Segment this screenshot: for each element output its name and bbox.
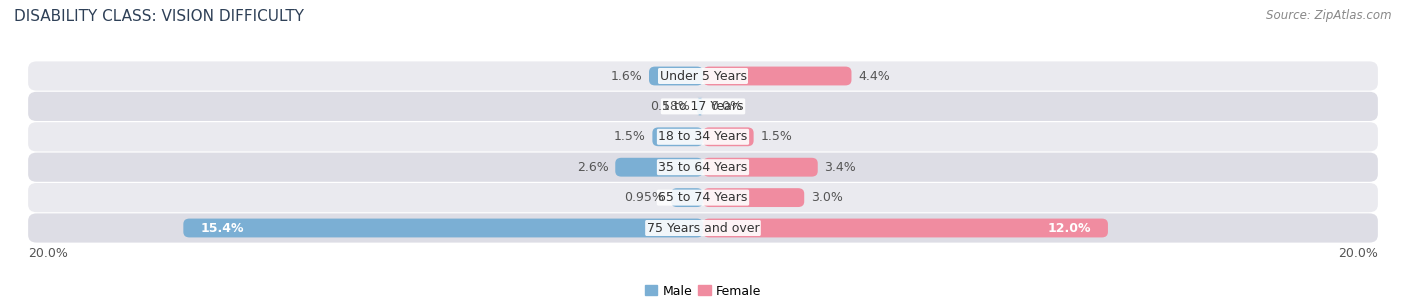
FancyBboxPatch shape [703,188,804,207]
Text: 65 to 74 Years: 65 to 74 Years [658,191,748,204]
Text: 1.6%: 1.6% [610,70,643,82]
Text: 0.18%: 0.18% [651,100,690,113]
Text: 75 Years and over: 75 Years and over [647,222,759,234]
FancyBboxPatch shape [703,67,852,85]
Text: 3.0%: 3.0% [811,191,842,204]
FancyBboxPatch shape [28,92,1378,121]
Text: 35 to 64 Years: 35 to 64 Years [658,161,748,174]
Text: 20.0%: 20.0% [1339,247,1378,260]
FancyBboxPatch shape [703,127,754,146]
FancyBboxPatch shape [671,188,703,207]
Text: 1.5%: 1.5% [614,130,645,143]
FancyBboxPatch shape [28,183,1378,212]
FancyBboxPatch shape [650,67,703,85]
Text: Under 5 Years: Under 5 Years [659,70,747,82]
Text: 1.5%: 1.5% [761,130,792,143]
FancyBboxPatch shape [703,158,818,177]
Legend: Male, Female: Male, Female [645,285,761,298]
Text: 2.6%: 2.6% [576,161,609,174]
Text: 15.4%: 15.4% [200,222,243,234]
Text: 0.0%: 0.0% [710,100,742,113]
Text: 4.4%: 4.4% [858,70,890,82]
FancyBboxPatch shape [28,122,1378,151]
FancyBboxPatch shape [28,153,1378,182]
Text: Source: ZipAtlas.com: Source: ZipAtlas.com [1267,9,1392,22]
FancyBboxPatch shape [183,219,703,237]
FancyBboxPatch shape [616,158,703,177]
FancyBboxPatch shape [703,219,1108,237]
Text: 12.0%: 12.0% [1047,222,1091,234]
Text: 20.0%: 20.0% [28,247,67,260]
FancyBboxPatch shape [652,127,703,146]
Text: DISABILITY CLASS: VISION DIFFICULTY: DISABILITY CLASS: VISION DIFFICULTY [14,9,304,24]
Text: 5 to 17 Years: 5 to 17 Years [662,100,744,113]
FancyBboxPatch shape [28,61,1378,91]
Text: 3.4%: 3.4% [824,161,856,174]
FancyBboxPatch shape [697,97,703,116]
Text: 18 to 34 Years: 18 to 34 Years [658,130,748,143]
FancyBboxPatch shape [28,213,1378,243]
Text: 0.95%: 0.95% [624,191,664,204]
